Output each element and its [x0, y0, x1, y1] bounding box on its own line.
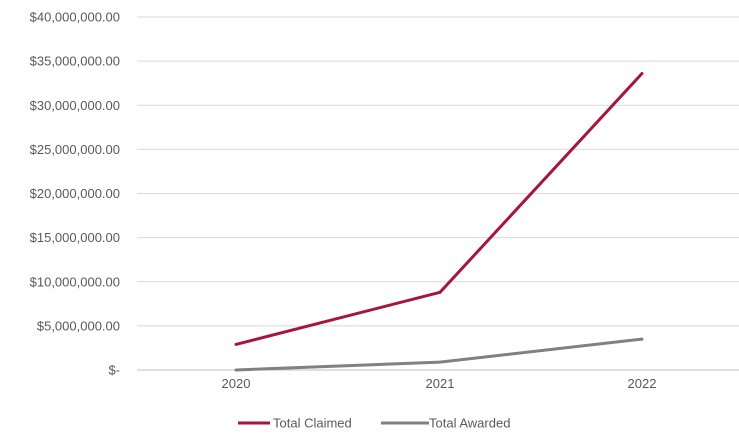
data-point	[640, 72, 644, 75]
y-tick-label: $5,000,000.00	[37, 318, 120, 333]
x-tick-label: 2020	[222, 376, 251, 391]
series-lines	[234, 72, 644, 372]
y-tick-label: $35,000,000.00	[30, 54, 120, 69]
y-tick-label: $10,000,000.00	[30, 274, 120, 289]
data-point	[234, 368, 238, 372]
series-line-total-awarded	[235, 337, 643, 372]
x-axis-tick-labels: 2020 2021 2022	[222, 376, 657, 391]
legend: Total Claimed Total Awarded	[238, 416, 510, 431]
y-tick-label: $20,000,000.00	[30, 186, 120, 201]
data-point	[438, 290, 442, 294]
y-tick-label: $30,000,000.00	[30, 98, 120, 113]
y-axis-tick-labels: $- $5,000,000.00 $10,000,000.00 $15,000,000…	[30, 10, 120, 378]
legend-label: Total Claimed	[273, 416, 352, 431]
x-tick-label: 2022	[628, 376, 657, 391]
data-point	[438, 360, 442, 364]
gridlines	[137, 16, 739, 371]
y-tick-label: $25,000,000.00	[30, 142, 120, 157]
y-tick-label: $15,000,000.00	[30, 230, 120, 245]
x-tick-label: 2021	[426, 376, 455, 391]
legend-label: Total Awarded	[429, 416, 510, 431]
series-line-total-claimed	[235, 72, 644, 346]
y-tick-label: $40,000,000.00	[30, 10, 120, 25]
data-point	[640, 337, 644, 341]
y-tick-label: $-	[108, 363, 120, 378]
data-point	[234, 342, 238, 346]
